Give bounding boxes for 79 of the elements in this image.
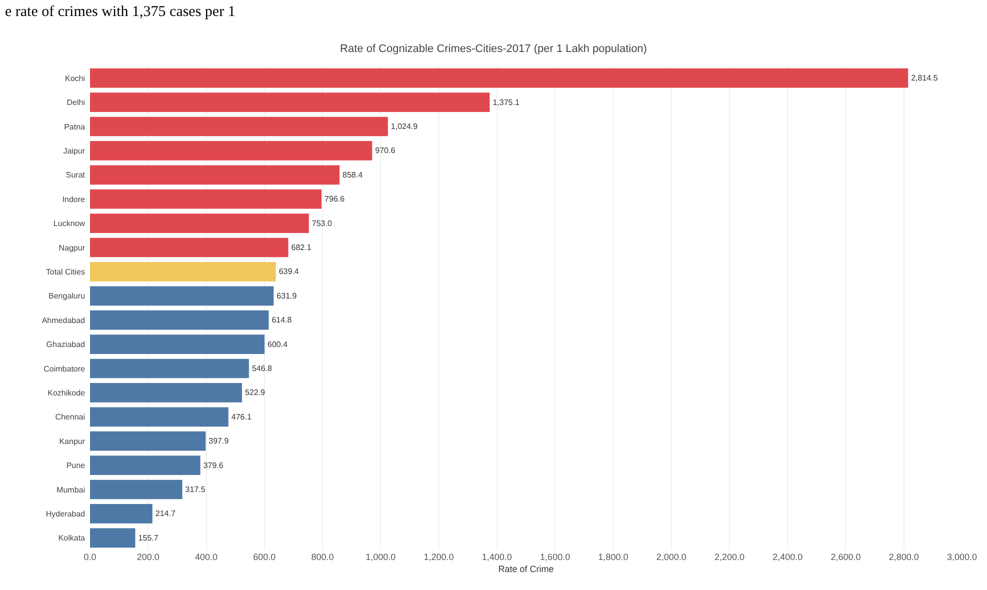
y-tick-label: Kanpur [59,436,86,446]
bar [90,407,228,427]
y-tick-label: Patna [64,122,86,132]
data-label: 2,814.5 [911,74,938,83]
bar [90,189,322,209]
data-label: 397.9 [208,436,230,446]
bar [90,286,274,306]
text: e rate of crimes with 1,375 cases per 1 [5,4,236,20]
x-tick-label: 400.0 [195,552,218,562]
y-tick-label: Indore [62,194,86,204]
x-axis-title: Rate of Crime [498,564,554,574]
data-label: 970.6 [375,146,396,156]
y-tick-label: Pune [66,461,86,470]
y-tick-label: Kochi [64,74,86,83]
bar [90,141,372,160]
y-tick-label: Total Cities [46,268,85,276]
x-tick-label: 1,200.0 [424,552,454,562]
bar [90,334,265,354]
bar [90,358,249,378]
chart-title: Rate of Cognizable Crimes-Cities-2017 (per 1 Lakh population) [340,42,647,55]
data-label: 522.9 [244,388,266,398]
data-label: 546.8 [252,364,273,373]
y-tick-label: Hyderabad [46,510,85,518]
y-tick-label: Delhi [66,98,86,108]
x-tick-label: 2,000.0 [656,552,686,562]
x-tick-label: 0.0 [84,552,96,562]
x-tick-label: 1,000.0 [366,552,396,562]
bar [90,165,340,185]
data-label: 600.4 [268,340,288,349]
bar [90,383,242,402]
bar [90,238,288,258]
x-tick-label: 600.0 [253,552,276,562]
bar [90,310,269,330]
x-tick-label: 2,400.0 [772,552,803,562]
x-tick-label: 1,600.0 [540,552,570,562]
data-label: 796.6 [324,194,346,204]
y-tick-label: Chennai [55,412,86,422]
x-tick-label: 2,600.0 [830,552,861,562]
bar [90,456,200,475]
bar [90,116,388,136]
x-tick-label: 1,800.0 [598,552,628,562]
data-label: 682.1 [291,243,312,252]
x-tick-label: 800.0 [311,552,334,562]
data-label: 476.1 [231,412,252,422]
x-tick-label: 1,400.0 [482,552,512,562]
data-label: 1,024.9 [390,122,418,131]
y-tick-label: Ahmedabad [42,316,85,325]
bar [90,504,152,524]
y-tick-label: Mumbai [56,485,86,494]
y-tick-label: Lucknow [53,219,86,228]
y-tick-label: Jaipur [63,146,86,156]
data-label: 155.7 [138,533,159,542]
data-label: 214.7 [155,509,176,518]
data-label: 858.4 [342,170,364,180]
y-tick-label: Kolkata [58,534,86,543]
data-label: 639.4 [278,267,300,276]
bar [90,262,276,282]
data-label: 614.8 [272,316,292,325]
data-label: 317.5 [185,485,206,494]
y-tick-label: Surat [66,170,86,180]
data-label: 631.9 [276,291,298,300]
y-tick-label: Kozhikode [48,388,86,398]
x-tick-label: 200.0 [136,552,160,562]
bar [90,68,908,88]
bar [90,92,490,112]
y-tick-label: Nagpur [58,243,86,252]
data-label: 379.6 [203,460,224,470]
bar [90,480,182,500]
data-label: 753.0 [312,218,332,228]
bar [90,431,206,451]
data-label: 1,375.1 [492,98,520,107]
y-tick-label: Coimbatore [44,364,86,374]
y-tick-label: Bengaluru [48,292,85,301]
bar [90,528,136,548]
x-tick-label: 2,800.0 [888,552,919,562]
y-tick-label: Ghaziabad [46,340,85,350]
x-tick-label: 3,000.0 [946,552,978,562]
bar [90,214,309,233]
x-tick-label: 2,200.0 [714,552,744,562]
